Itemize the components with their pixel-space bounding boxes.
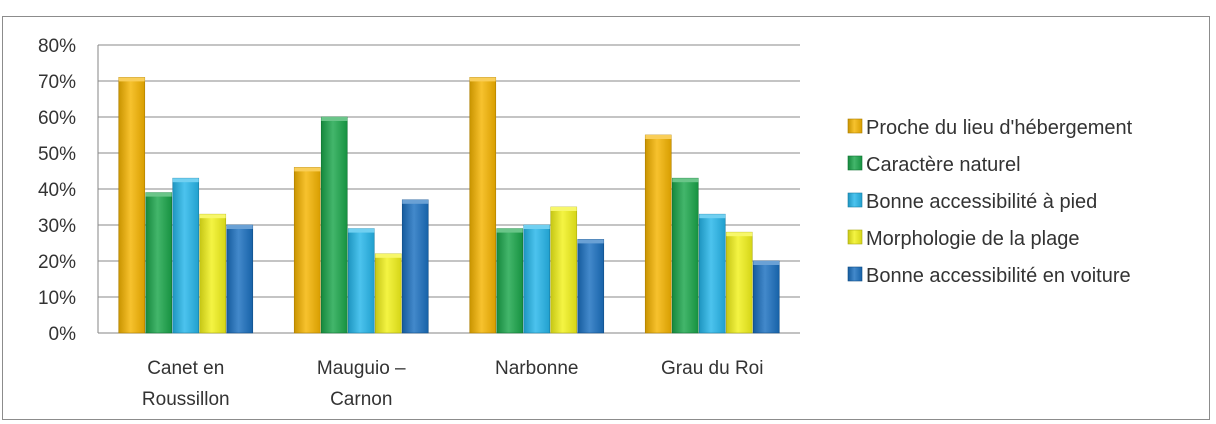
legend-swatch xyxy=(847,118,863,134)
x-category-label: Canet en Roussillon xyxy=(142,358,230,410)
bar xyxy=(293,167,321,334)
y-tick-label: 40% xyxy=(38,180,76,201)
bar xyxy=(226,224,254,334)
y-tick-label: 60% xyxy=(38,108,76,129)
bar-top-highlight xyxy=(699,214,726,219)
bar xyxy=(725,231,753,334)
x-category-label: Mauguio – Carnon xyxy=(317,358,406,410)
y-tick-label: 50% xyxy=(38,144,76,165)
legend-swatch xyxy=(847,266,863,282)
bars xyxy=(118,77,780,334)
bar xyxy=(644,134,672,334)
bar-top-highlight xyxy=(550,207,577,211)
bar-top-highlight xyxy=(321,117,348,121)
bar xyxy=(347,228,375,334)
bar-top-highlight xyxy=(523,225,550,229)
x-axis-categories: Canet en Roussillon Mauguio – Carnon Narbonn… xyxy=(142,358,764,410)
bar xyxy=(577,239,605,334)
bar-top-highlight xyxy=(145,192,172,197)
bar-top-highlight xyxy=(469,77,496,82)
y-axis-ticks: 0% 10% 20% 30% 40% 50% 60% 70% 80% xyxy=(38,36,76,345)
y-tick-label: 10% xyxy=(38,288,76,309)
bar-top-highlight xyxy=(375,253,402,258)
legend: Proche du lieu d'hébergement Caractère na… xyxy=(847,117,1133,287)
bar-top-highlight xyxy=(118,77,145,82)
bar xyxy=(550,206,578,334)
legend-swatch xyxy=(847,192,863,208)
x-category-label: Narbonne xyxy=(495,358,578,379)
bar-top-highlight xyxy=(726,232,753,237)
bar xyxy=(320,116,348,334)
bar-top-highlight xyxy=(496,228,523,233)
bar xyxy=(698,213,726,334)
bar-top-highlight xyxy=(348,228,375,233)
bar xyxy=(374,253,402,334)
legend-label: Morphologie de la plage xyxy=(866,228,1080,250)
bar-top-highlight xyxy=(402,199,429,204)
legend-label: Proche du lieu d'hébergement xyxy=(866,117,1133,139)
legend-label: Caractère naturel xyxy=(866,154,1021,176)
bar xyxy=(145,192,173,334)
bar-top-highlight xyxy=(226,225,253,229)
y-tick-label: 70% xyxy=(38,72,76,93)
bar-top-highlight xyxy=(199,214,226,219)
bar-top-highlight xyxy=(672,178,699,183)
bar xyxy=(401,199,429,334)
legend-swatch xyxy=(847,229,863,245)
bar xyxy=(496,228,524,334)
bar xyxy=(199,213,227,334)
bar-top-highlight xyxy=(294,167,321,172)
legend-label: Bonne accessibilité en voiture xyxy=(866,265,1131,287)
bar-top-highlight xyxy=(753,261,780,265)
bar xyxy=(523,224,551,334)
bar xyxy=(469,77,497,334)
bar xyxy=(172,177,200,334)
y-tick-label: 20% xyxy=(38,252,76,273)
y-tick-label: 0% xyxy=(49,324,77,345)
x-category-label: Grau du Roi xyxy=(661,358,763,379)
bar-top-highlight xyxy=(645,135,672,139)
legend-swatch xyxy=(847,155,863,171)
bar xyxy=(118,77,146,334)
y-tick-label: 30% xyxy=(38,216,76,237)
y-tick-label: 80% xyxy=(38,36,76,57)
bar xyxy=(752,260,780,334)
legend-label: Bonne accessibilité à pied xyxy=(866,191,1097,213)
bar-top-highlight xyxy=(577,239,604,244)
bar xyxy=(671,177,699,334)
bar-top-highlight xyxy=(172,178,199,183)
